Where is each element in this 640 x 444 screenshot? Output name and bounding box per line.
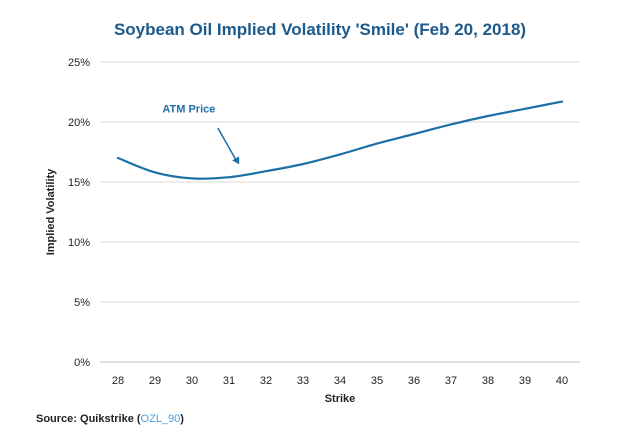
y-tick-label: 25% xyxy=(68,57,90,69)
volatility-line xyxy=(116,100,564,180)
x-tick-label: 37 xyxy=(445,375,457,387)
y-tick-label: 20% xyxy=(68,117,90,129)
atm-arrow-head xyxy=(232,156,240,165)
x-axis-title: Strike xyxy=(325,393,356,405)
x-tick-label: 30 xyxy=(186,375,198,387)
x-tick-label: 31 xyxy=(223,375,235,387)
x-tick-label: 40 xyxy=(556,375,568,387)
source-label: Source: Quikstrike ( xyxy=(36,413,141,425)
atm-price-label: ATM Price xyxy=(162,103,215,115)
x-tick-label: 36 xyxy=(408,375,420,387)
x-tick-label: 29 xyxy=(149,375,161,387)
atm-arrow-line xyxy=(217,127,237,161)
x-tick-label: 28 xyxy=(112,375,124,387)
source-note: Source: Quikstrike (OZL_90) xyxy=(36,413,184,425)
y-tick-labels: 0% 5% 10% 15% 20% 25% xyxy=(68,57,90,369)
x-tick-label: 38 xyxy=(482,375,494,387)
y-axis-title: Implied Volatility xyxy=(45,168,57,255)
atm-annotation: ATM Price xyxy=(162,103,240,165)
x-tick-label: 32 xyxy=(260,375,272,387)
x-tick-label: 33 xyxy=(297,375,309,387)
y-tick-label: 10% xyxy=(68,237,90,249)
source-link[interactable]: OZL_90 xyxy=(140,413,181,425)
y-tick-label: 0% xyxy=(74,357,90,369)
y-tick-label: 5% xyxy=(74,297,90,309)
x-tick-label: 34 xyxy=(334,375,346,387)
source-close: ) xyxy=(180,413,184,425)
grid-lines xyxy=(100,61,580,363)
y-tick-label: 15% xyxy=(68,177,90,189)
x-tick-label: 39 xyxy=(519,375,531,387)
x-tick-labels: 28 29 30 31 32 33 34 35 36 37 38 39 40 xyxy=(112,375,568,387)
chart-title: Soybean Oil Implied Volatility 'Smile' (… xyxy=(113,20,527,39)
x-tick-label: 35 xyxy=(371,375,383,387)
